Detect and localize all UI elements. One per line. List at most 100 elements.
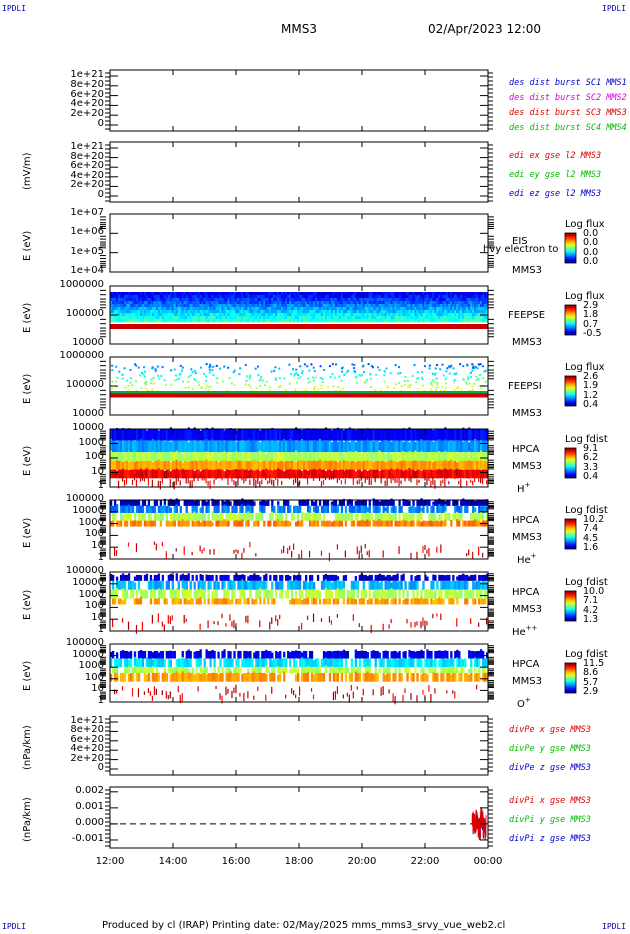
- spectrogram-cell: [131, 298, 135, 302]
- spectrogram-cell: [326, 301, 330, 305]
- spectrogram-cell: [113, 298, 117, 302]
- spectrogram-cell: [189, 598, 192, 605]
- spectrogram-cell: [111, 310, 115, 314]
- spectrogram-cell: [408, 427, 411, 441]
- colorbar: [564, 304, 577, 336]
- spectrogram-cell: [187, 310, 190, 314]
- spectrogram-cell: [217, 598, 220, 605]
- spectrogram-cell: [289, 301, 292, 305]
- spectrogram-cell: [342, 430, 346, 441]
- spectrogram-cell: [374, 520, 377, 527]
- spectrogram-cell: [386, 292, 389, 296]
- spectrogram-cell: [263, 316, 266, 320]
- spectrogram-cell: [310, 469, 314, 479]
- spectrogram-cell: [169, 462, 172, 470]
- spectrogram-cell: [410, 552, 412, 559]
- spectrogram-cell: [358, 623, 360, 628]
- spectrogram-cell: [312, 379, 315, 382]
- spectrogram-cell: [378, 301, 381, 305]
- spectrogram-cell: [191, 319, 194, 323]
- spectrogram-cell: [199, 295, 202, 299]
- spectrogram-cell: [352, 295, 356, 299]
- spectrogram-cell: [406, 598, 409, 605]
- spectrogram-cell: [210, 385, 213, 388]
- spectrogram-cell: [369, 377, 372, 380]
- spectrogram-cell: [479, 363, 482, 366]
- spectrogram-cell: [293, 440, 296, 453]
- spectrogram-cell: [328, 475, 331, 481]
- spectrogram-cell: [209, 295, 212, 299]
- spectrogram-cell: [416, 469, 419, 479]
- spectrogram-cell: [123, 580, 127, 590]
- spectrogram-cell: [462, 295, 465, 299]
- spectrogram-cell: [233, 620, 235, 629]
- spectrogram-cell: [346, 304, 350, 308]
- spectrogram-cell: [217, 462, 220, 470]
- spectrogram-cell: [173, 316, 176, 320]
- spectrogram-cell: [428, 301, 431, 305]
- spectrogram-cell: [362, 298, 365, 302]
- spectrogram-cell: [358, 316, 361, 320]
- spectrogram-cell: [302, 470, 305, 477]
- spectrogram-cell: [454, 373, 457, 376]
- spectrogram-cell: [392, 304, 395, 308]
- spectrogram-cell: [406, 310, 409, 314]
- spectrogram-cell: [336, 310, 340, 314]
- spectrogram-cell: [293, 543, 295, 550]
- spectrogram-cell: [127, 295, 131, 299]
- spectrogram-cell: [314, 298, 318, 302]
- spectrogram-cell: [119, 500, 123, 506]
- spectrogram-cell: [257, 429, 260, 441]
- spectrogram-cell: [342, 295, 346, 299]
- spectrogram-cell: [406, 429, 409, 441]
- spectrogram-cell: [221, 520, 224, 527]
- spectrogram-cell: [165, 307, 168, 311]
- spectrogram-cell: [464, 500, 467, 506]
- spectrogram-cell: [287, 472, 289, 477]
- spectrogram-cell: [247, 469, 249, 477]
- spectrogram-cell: [179, 452, 182, 461]
- spectrogram-cell: [299, 574, 302, 581]
- spectrogram-cell: [428, 313, 431, 317]
- spectrogram-cell: [297, 429, 300, 441]
- spectrogram-cell: [253, 428, 256, 441]
- spectrogram-cell: [458, 469, 461, 479]
- spectrogram-cell: [348, 292, 352, 296]
- spectrogram-cell: [396, 461, 399, 470]
- spectrogram-cell: [175, 450, 178, 461]
- spectrogram-cell: [257, 319, 260, 323]
- spectrogram-cell: [269, 520, 272, 527]
- spectrogram-cell: [125, 574, 129, 581]
- spectrogram-cell: [336, 587, 340, 599]
- spectrogram-cell: [273, 574, 276, 581]
- spectrogram-cell: [424, 313, 427, 317]
- spectrogram-cell: [378, 442, 381, 453]
- spectrogram-cell: [135, 505, 139, 513]
- spectrogram-cell: [434, 598, 437, 605]
- spectrogram-cell: [219, 512, 222, 521]
- spectrogram-cell: [320, 292, 324, 296]
- spectrogram-cell: [306, 319, 310, 323]
- spectrogram-cell: [291, 307, 294, 311]
- spectrogram-cell: [255, 313, 258, 317]
- spectrogram-cell: [386, 589, 389, 599]
- spectrogram-cell: [281, 298, 284, 302]
- spectrogram-cell: [213, 460, 216, 470]
- spectrogram-cell: [394, 589, 397, 599]
- spectrogram-cell: [467, 378, 470, 381]
- spectrogram-cell: [239, 452, 242, 461]
- spectrogram-cell: [193, 451, 196, 461]
- spectrogram-cell: [483, 370, 486, 373]
- spectrogram-cell: [247, 582, 250, 590]
- spectrogram-cell: [430, 310, 433, 314]
- spectrogram-cell: [141, 460, 145, 470]
- spectrogram-cell: [390, 292, 393, 296]
- spectrogram-cell: [346, 598, 350, 605]
- spectrogram-cell: [249, 313, 252, 317]
- spectrogram-cell: [233, 316, 236, 320]
- spectrogram-cell: [358, 313, 361, 317]
- spectrogram-cell: [171, 452, 174, 461]
- spectrogram-cell: [440, 313, 443, 317]
- spectrogram-cell: [157, 313, 161, 317]
- spectrogram-cell: [185, 589, 188, 599]
